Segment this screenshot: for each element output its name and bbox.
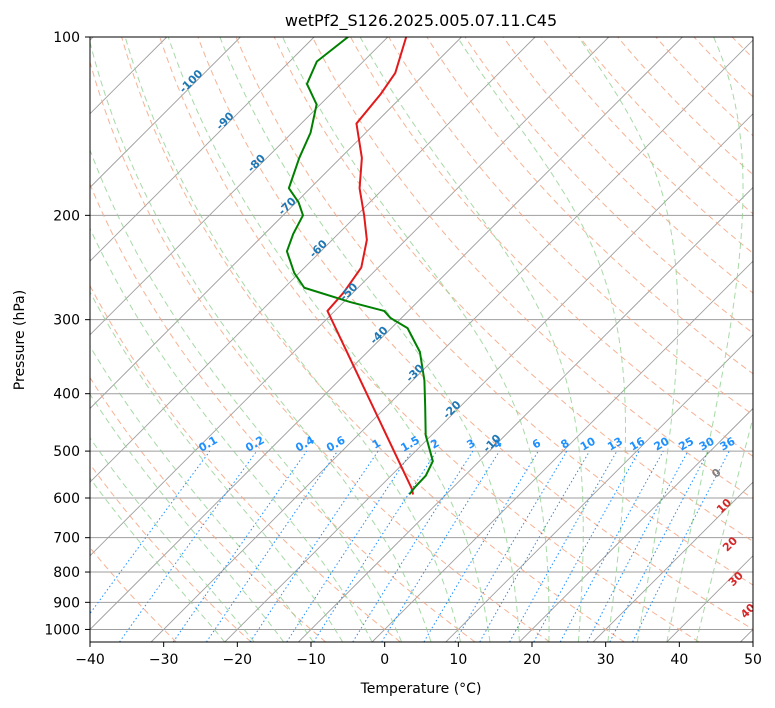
profile-lines <box>285 37 434 495</box>
isotherm-line <box>150 39 753 642</box>
mixing-ratio-line <box>533 450 640 642</box>
isotherm-line <box>90 37 683 631</box>
moist-adiabat-line <box>456 37 626 642</box>
dry-adiabat-line <box>121 37 625 642</box>
moist-adiabat-line <box>90 437 255 642</box>
y-tick-label: 100 <box>53 30 80 46</box>
isotherm-line <box>519 407 753 642</box>
dry-adiabat-line <box>617 37 753 176</box>
isotherm-line <box>445 334 753 642</box>
mixing-ratio-line <box>172 450 308 642</box>
moist-adiabat-line <box>167 37 491 642</box>
x-tick-label: 0 <box>380 652 389 668</box>
isotherm-line <box>90 37 462 410</box>
x-tick-label: 20 <box>523 652 541 668</box>
x-tick-label: −40 <box>75 652 105 668</box>
mixing-ratio-line <box>454 450 568 642</box>
moist-adiabat-lines <box>90 37 753 642</box>
y-tick-label: 800 <box>53 565 80 581</box>
x-axis-ticks: −40 −30 −20 −10 0 10 20 30 40 50 <box>75 642 762 668</box>
dry-adiabat-line <box>90 463 252 642</box>
mixing-ratio-line <box>119 450 258 642</box>
isotherm-line <box>90 37 241 189</box>
temperature-profile-line <box>326 37 414 495</box>
dry-adiabat-line <box>90 60 551 642</box>
y-tick-label: 500 <box>53 444 80 460</box>
x-tick-label: −30 <box>149 652 179 668</box>
y-tick-label: 900 <box>53 595 80 611</box>
x-tick-label: 30 <box>597 652 615 668</box>
mixing-ratio-lines <box>90 450 730 642</box>
x-tick-label: 40 <box>670 652 688 668</box>
chart-title: wetPf2_S126.2025.005.07.11.C45 <box>285 11 557 31</box>
y-tick-label: 700 <box>53 531 80 547</box>
moist-adiabat-line <box>90 40 432 642</box>
isotherm-line <box>224 113 753 642</box>
isotherm-line <box>90 37 389 336</box>
x-axis-label: Temperature (°C) <box>360 681 482 697</box>
moist-adiabat-line <box>695 415 753 642</box>
y-axis-ticks: 1000 900 800 700 600 500 400 300 200 100 <box>44 30 90 638</box>
isotherm-line <box>90 37 610 557</box>
moist-adiabat-line <box>90 393 285 642</box>
moist-adiabat-line <box>90 345 314 642</box>
x-tick-label: 10 <box>449 652 467 668</box>
moist-adiabat-line <box>124 37 461 642</box>
dry-adiabat-line <box>311 37 753 500</box>
dewpoint-profile-line <box>285 37 434 495</box>
isotherm-line <box>371 260 753 642</box>
mixing-ratio-line <box>313 450 438 642</box>
mixing-ratio-line <box>205 450 338 642</box>
mixing-ratio-line <box>381 450 500 642</box>
isotherm-line <box>90 37 315 262</box>
dry-adiabat-line <box>579 37 753 215</box>
mixing-ratio-line <box>559 450 664 642</box>
y-axis-label: Pressure (hPa) <box>12 290 28 390</box>
isotherm-line <box>90 37 536 483</box>
dry-adiabat-line <box>90 284 401 642</box>
mixing-ratio-line <box>479 450 591 642</box>
mixing-ratio-line <box>423 450 539 642</box>
dry-adiabat-line <box>350 37 753 457</box>
moist-adiabat-line <box>282 37 550 642</box>
y-tick-label: 300 <box>53 313 80 329</box>
x-tick-label: −20 <box>223 652 253 668</box>
mixing-ratio-line <box>352 450 474 642</box>
moist-adiabat-line <box>219 37 520 642</box>
moist-adiabat-line <box>666 37 744 642</box>
moist-adiabat-line <box>90 227 373 642</box>
mixing-ratio-line <box>509 450 618 642</box>
dry-adiabat-line <box>502 37 753 294</box>
dry-adiabat-line <box>388 37 753 416</box>
x-tick-label: −10 <box>296 652 326 668</box>
isotherm-line <box>592 481 753 642</box>
y-tick-label: 400 <box>53 387 80 403</box>
dry-adiabat-line <box>159 37 700 642</box>
moist-adiabat-line <box>90 477 226 642</box>
moist-adiabat-line <box>90 148 403 642</box>
dry-adiabat-line <box>235 37 753 586</box>
moist-adiabat-line <box>90 291 344 642</box>
plot-frame <box>89 36 754 643</box>
x-tick-label: 50 <box>744 652 762 668</box>
mixing-ratio-line <box>90 450 211 615</box>
y-tick-label: 200 <box>53 208 80 224</box>
dry-adiabat-lines <box>90 37 753 642</box>
y-tick-label: 1000 <box>44 622 80 638</box>
y-tick-label: 600 <box>53 491 80 507</box>
isotherm-lines <box>90 37 753 642</box>
moist-adiabat-line <box>578 37 679 642</box>
moist-adiabat-line <box>359 37 584 642</box>
dry-adiabat-line <box>464 37 753 334</box>
